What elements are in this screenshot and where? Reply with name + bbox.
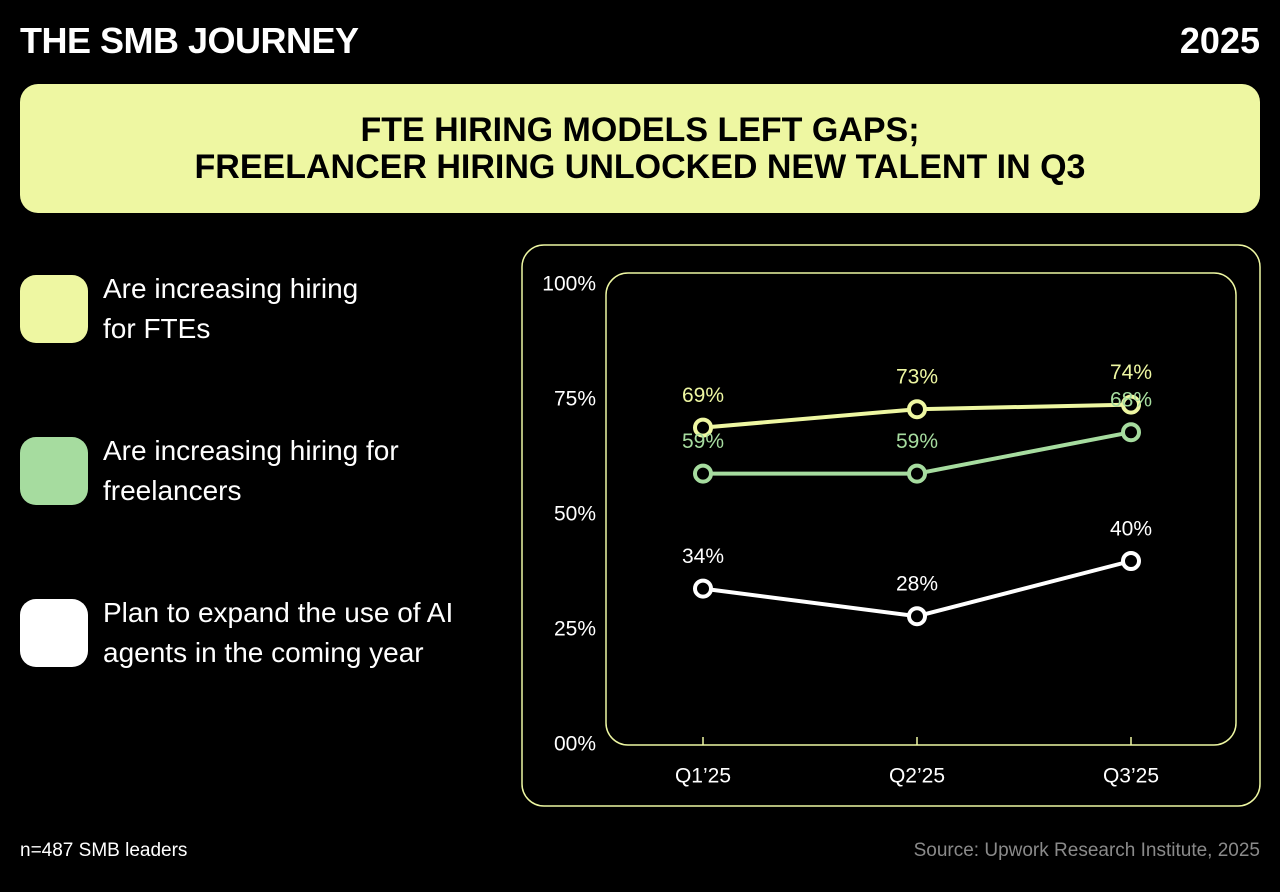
chart-frame (521, 244, 1261, 807)
header-title: THE SMB JOURNEY (20, 20, 359, 61)
y-tick-label: 50% (554, 503, 596, 526)
source: Source: Upwork Research Institute, 2025 (913, 840, 1260, 861)
legend-label: Plan to expand the use of AI agents in t… (103, 597, 454, 668)
point (693, 578, 713, 599)
point (907, 606, 927, 627)
data-label: 73% (896, 366, 938, 389)
x-tick-label: Q2’25 (889, 765, 945, 788)
data-label: 69% (682, 384, 724, 407)
data-label: 59% (896, 430, 938, 453)
data-label: 28% (896, 573, 938, 596)
legend-swatch (20, 275, 88, 343)
legend-label: Are increasing hiring for FTEs (103, 273, 359, 344)
y-tick-label: 100% (542, 273, 596, 296)
header-year: 2025 (1179, 20, 1260, 61)
title-box: FTE HIRING MODELS LEFT GAPS; FREELANCER … (20, 84, 1260, 213)
legend-swatch (20, 599, 88, 667)
point (1121, 422, 1141, 443)
y-tick-label: 25% (554, 618, 596, 641)
sample-note: n=487 SMB leaders (20, 840, 188, 861)
legend-label: Are increasing hiring for freelancers (103, 435, 399, 506)
x-tick-label: Q3’25 (1103, 765, 1159, 788)
x-tick-label: Q1’25 (675, 765, 731, 788)
data-label: 40% (1110, 518, 1152, 541)
point (907, 399, 927, 420)
data-label: 34% (682, 545, 724, 568)
point (693, 463, 713, 484)
point (1121, 394, 1141, 415)
data-label: 68% (1110, 389, 1152, 412)
data-label: 59% (682, 430, 724, 453)
point (1121, 551, 1141, 571)
point (693, 417, 713, 438)
y-tick-label: 75% (554, 388, 596, 411)
plot-frame (605, 272, 1237, 746)
chart-title: FTE HIRING MODELS LEFT GAPS; FREELANCER … (194, 110, 1086, 186)
data-label: 74% (1110, 361, 1152, 384)
point (907, 463, 927, 484)
y-tick-label: 00% (554, 733, 596, 756)
legend-swatch (20, 437, 88, 505)
